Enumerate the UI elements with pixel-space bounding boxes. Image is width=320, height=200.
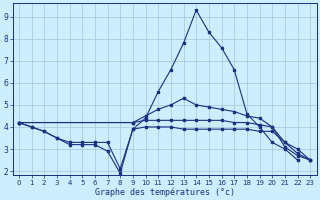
- X-axis label: Graphe des températures (°c): Graphe des températures (°c): [94, 187, 235, 197]
